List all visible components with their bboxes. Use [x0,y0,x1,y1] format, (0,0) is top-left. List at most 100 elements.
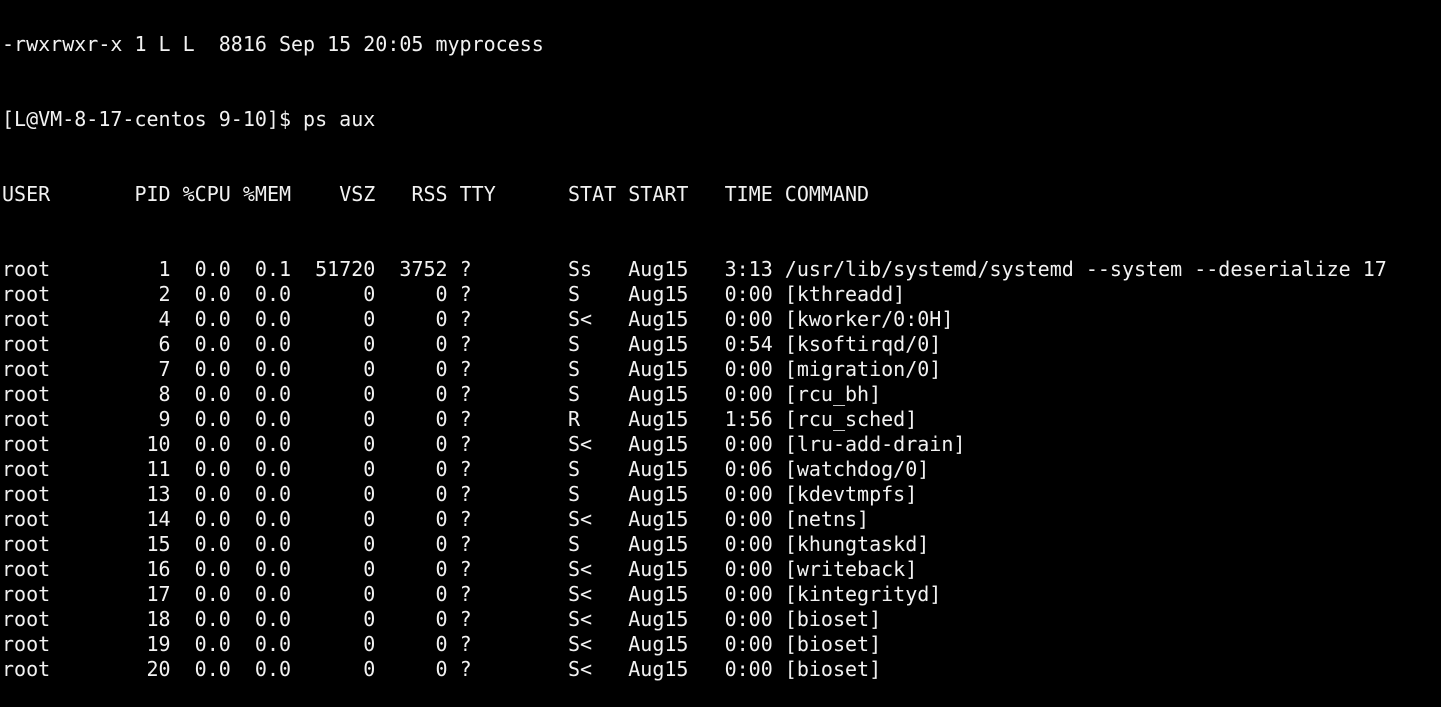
cell-stat: S [568,282,617,306]
cell-mem: 0.0 [242,407,292,431]
process-row: root 2 0.0 0.0 0 0 ? S Aug15 0:00 [kthre… [2,282,1387,307]
cell-user: root [2,532,99,556]
process-row: root 16 0.0 0.0 0 0 ? S< Aug15 0:00 [wri… [2,557,1387,582]
cell-stat: Ss [568,257,617,281]
shell-prompt: [L@VM-8-17-centos 9-10]$ [2,107,304,131]
cell-cpu: 0.0 [182,507,231,531]
cell-user: root [2,582,99,606]
cell-user: root [2,357,99,381]
cell-mem: 0.0 [242,557,292,581]
cell-user: USER [2,182,99,206]
cell-tty: ? [459,432,556,456]
cell-start: Aug15 [628,507,689,531]
terminal-output[interactable]: -rwxrwxr-x 1 L L 8816 Sep 15 20:05 mypro… [2,0,1387,707]
cell-command: [kdevtmpfs] [784,482,918,506]
cell-user: root [2,507,99,531]
cell-start: Aug15 [628,357,689,381]
cell-cpu: 0.0 [182,257,231,281]
cell-mem: 0.0 [242,657,292,681]
cell-rss: 0 [387,382,448,406]
cell-start: START [628,182,689,206]
cell-start: Aug15 [628,657,689,681]
cell-time: 0:06 [700,457,773,481]
cell-mem: 0.0 [242,632,292,656]
cell-mem: 0.0 [242,482,292,506]
cell-vsz: 0 [303,332,376,356]
cell-time: 0:00 [700,307,773,331]
cell-rss: 0 [387,657,448,681]
cell-user: root [2,632,99,656]
process-row: root 1 0.0 0.1 51720 3752 ? Ss Aug15 3:1… [2,257,1387,282]
cell-stat: S [568,382,617,406]
cell-cpu: 0.0 [182,382,231,406]
cell-command: [lru-add-drain] [784,432,966,456]
cell-cpu: 0.0 [182,307,231,331]
cell-time: 0:00 [700,607,773,631]
cell-mem: 0.0 [242,357,292,381]
cell-stat: S< [568,307,617,331]
cell-rss: 0 [387,407,448,431]
ps-header-row: USER PID %CPU %MEM VSZ RSS TTY STAT STAR… [2,182,1387,207]
cell-cpu: 0.0 [182,582,231,606]
cell-user: root [2,482,99,506]
cell-pid: 15 [110,532,171,556]
cell-start: Aug15 [628,532,689,556]
cell-user: root [2,332,99,356]
cell-rss: 0 [387,307,448,331]
process-row: root 18 0.0 0.0 0 0 ? S< Aug15 0:00 [bio… [2,607,1387,632]
cell-tty: ? [459,657,556,681]
typed-command: ps aux [303,107,376,131]
cell-vsz: 0 [303,532,376,556]
cell-command: [bioset] [784,632,882,656]
prompt-line: [L@VM-8-17-centos 9-10]$ ps aux [2,107,1387,132]
cell-mem: 0.0 [242,582,292,606]
cell-cpu: 0.0 [182,282,231,306]
cell-mem: 0.0 [242,307,292,331]
cell-time: 0:00 [700,657,773,681]
cell-start: Aug15 [628,382,689,406]
cell-tty: ? [459,407,556,431]
cell-vsz: 0 [303,307,376,331]
cell-command: [ksoftirqd/0] [784,332,942,356]
cell-user: root [2,657,99,681]
cell-command: /usr/lib/systemd/systemd --system --dese… [784,257,1387,281]
cell-stat: R [568,407,617,431]
cell-command: COMMAND [784,182,870,206]
cell-stat: S< [568,557,617,581]
process-list: root 1 0.0 0.1 51720 3752 ? Ss Aug15 3:1… [2,257,1387,682]
cell-user: root [2,557,99,581]
cell-pid: 8 [110,382,171,406]
process-row: root 6 0.0 0.0 0 0 ? S Aug15 0:54 [ksoft… [2,332,1387,357]
cell-stat: S [568,482,617,506]
cell-time: 0:00 [700,632,773,656]
cell-mem: 0.0 [242,432,292,456]
cell-pid: 2 [110,282,171,306]
cell-pid: 16 [110,557,171,581]
cell-start: Aug15 [628,257,689,281]
cell-time: 0:00 [700,507,773,531]
cell-rss: 0 [387,332,448,356]
cell-mem: 0.0 [242,282,292,306]
cell-stat: STAT [568,182,617,206]
cell-command: [migration/0] [784,357,942,381]
cell-stat: S< [568,432,617,456]
cell-user: root [2,382,99,406]
process-row: root 15 0.0 0.0 0 0 ? S Aug15 0:00 [khun… [2,532,1387,557]
cell-vsz: 0 [303,382,376,406]
cell-user: root [2,407,99,431]
cell-rss: 0 [387,557,448,581]
cell-mem: 0.0 [242,532,292,556]
cell-cpu: 0.0 [182,557,231,581]
cell-start: Aug15 [628,482,689,506]
cell-command: [writeback] [784,557,918,581]
cell-vsz: 0 [303,432,376,456]
cell-cpu: 0.0 [182,607,231,631]
cell-tty: ? [459,457,556,481]
cell-stat: S< [568,657,617,681]
cell-pid: 7 [110,357,171,381]
cell-user: root [2,457,99,481]
cell-tty: ? [459,382,556,406]
cell-user: root [2,607,99,631]
cell-user: root [2,257,99,281]
cell-pid: 10 [110,432,171,456]
